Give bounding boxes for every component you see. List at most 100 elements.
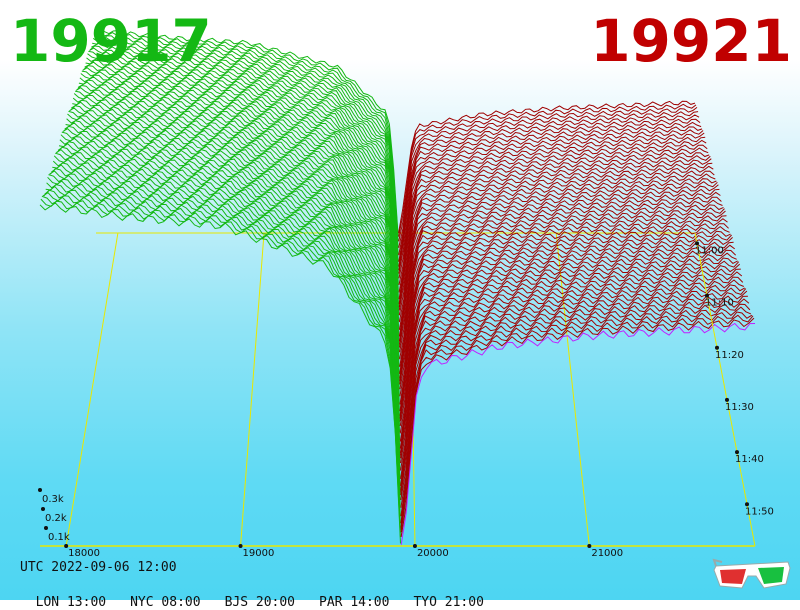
ask-depth-line — [399, 207, 725, 385]
bid-depth-line — [77, 81, 400, 337]
bid-depth-line — [60, 134, 400, 427]
ask-depth-line — [398, 129, 704, 274]
bid-depth-line — [86, 56, 399, 285]
ask-depth-line — [399, 215, 727, 397]
bid-depth-line — [48, 174, 401, 497]
frame-right-edge — [694, 232, 756, 547]
bid-depth-line — [55, 152, 401, 460]
depth-tick-label-0.2k: 0.2k — [45, 513, 67, 524]
chart-frame-front — [40, 232, 756, 547]
ask-depth-line — [399, 191, 721, 368]
ask-depth-line — [400, 284, 746, 493]
ask-depth-line — [400, 290, 748, 501]
ask-depth-line — [399, 237, 733, 427]
ask-depth-line — [398, 118, 701, 262]
bid-depth-line — [80, 73, 400, 316]
ask-depth-line — [398, 100, 696, 234]
ask-depth-line — [398, 144, 708, 300]
3d-glasses-icon[interactable] — [712, 558, 792, 592]
ask-depth-line — [398, 152, 710, 308]
ask-depth-line — [398, 173, 716, 342]
bid-depth-line — [41, 195, 401, 534]
bid-depth-line — [81, 70, 400, 312]
ask-depth-line — [399, 244, 735, 442]
bid-depth-line — [78, 79, 400, 329]
bid-depth-line — [64, 122, 400, 411]
ask-depth-line — [398, 136, 706, 286]
bid-depth-line — [42, 192, 401, 532]
bid-depth-line — [70, 105, 400, 380]
depth-tick-label-0.3k: 0.3k — [42, 494, 64, 505]
ask-depth-line — [399, 257, 738, 456]
ask-depth-line — [399, 199, 723, 379]
bid-depth-line — [43, 189, 401, 529]
time-tick-label-11:20: 11:20 — [715, 350, 744, 361]
bid-depth-line — [52, 162, 401, 478]
ask-depth-line — [399, 230, 731, 419]
bid-depth-line — [67, 113, 400, 390]
ask-depth-line — [398, 103, 697, 237]
time-tick-label-11:00: 11:00 — [695, 245, 724, 256]
bid-depth-line — [39, 202, 401, 544]
ask-depth-line — [399, 225, 730, 416]
price-tick-20000 — [412, 544, 417, 548]
ask-depth-line — [400, 317, 755, 538]
bid-depth-line — [74, 90, 400, 349]
ask-depth-line — [400, 306, 752, 528]
bid-depth-line — [91, 42, 399, 262]
ask-depth-line — [398, 121, 702, 267]
ask-depth-line — [399, 249, 737, 449]
clock-new-york: NYC 08:00 — [130, 595, 201, 610]
depth-axis: 0.1k 0.2k 0.3k — [38, 488, 70, 543]
bid-depth-line — [50, 168, 401, 492]
depth-tick-0.3k — [38, 488, 42, 492]
ask-depth-line — [400, 276, 744, 487]
ask-depth-line-latest — [400, 322, 756, 545]
time-axis: 11:00 11:10 11:20 11:30 11:40 11:50 — [695, 241, 774, 517]
bid-depth-line — [62, 128, 400, 420]
bid-depth-line — [85, 59, 399, 292]
clock-london: LON 13:00 — [35, 595, 107, 610]
bid-depth-line — [72, 99, 400, 367]
time-tick-label-11:10: 11:10 — [705, 298, 734, 309]
ask-depth-line — [399, 241, 734, 434]
ask-depth-line — [399, 218, 728, 405]
ask-depth-line — [399, 188, 720, 360]
clock-beijing: BJS 20:00 — [224, 595, 296, 610]
bid-depth-line — [58, 141, 401, 441]
ask-depth-line — [399, 204, 724, 382]
ask-depth-line — [400, 268, 741, 471]
bid-depth-line — [82, 67, 400, 309]
bid-depth-line — [79, 76, 400, 322]
time-tick-11:40 — [735, 450, 739, 455]
price-tick-label-20000: 20000 — [417, 548, 449, 559]
grid-line-21000 — [555, 232, 590, 547]
ask-depth-line — [398, 132, 705, 279]
bid-depth-line — [49, 170, 401, 494]
bid-depth-line — [75, 87, 400, 346]
ask-depth-line — [399, 233, 732, 422]
price-tick-label-18000: 18000 — [68, 548, 100, 559]
bid-depth-line — [89, 47, 399, 272]
ask-depth-line — [398, 165, 714, 330]
ask-depth-line — [400, 271, 743, 479]
bid-depth-line — [88, 50, 399, 275]
bid-depth-line — [83, 65, 399, 305]
bid-depth-line — [92, 37, 399, 248]
ask-depth-line — [399, 196, 722, 374]
utc-time: UTC 2022-09-06 12:00 — [20, 560, 177, 575]
bid-depth-line — [95, 28, 399, 234]
grid-line-19000 — [240, 232, 265, 547]
ask-depth-line — [399, 223, 729, 412]
bid-depth-line — [52, 158, 401, 470]
bid-depth-line — [93, 33, 399, 242]
bid-series — [39, 28, 401, 544]
bid-depth-line — [53, 155, 401, 463]
time-tick-11:10 — [705, 293, 709, 298]
bid-depth-line — [76, 84, 400, 342]
depth-tick-0.1k — [44, 526, 48, 530]
bid-depth-line — [95, 31, 399, 238]
depth-tick-0.2k — [41, 507, 45, 511]
ask-depth-line — [399, 184, 719, 353]
